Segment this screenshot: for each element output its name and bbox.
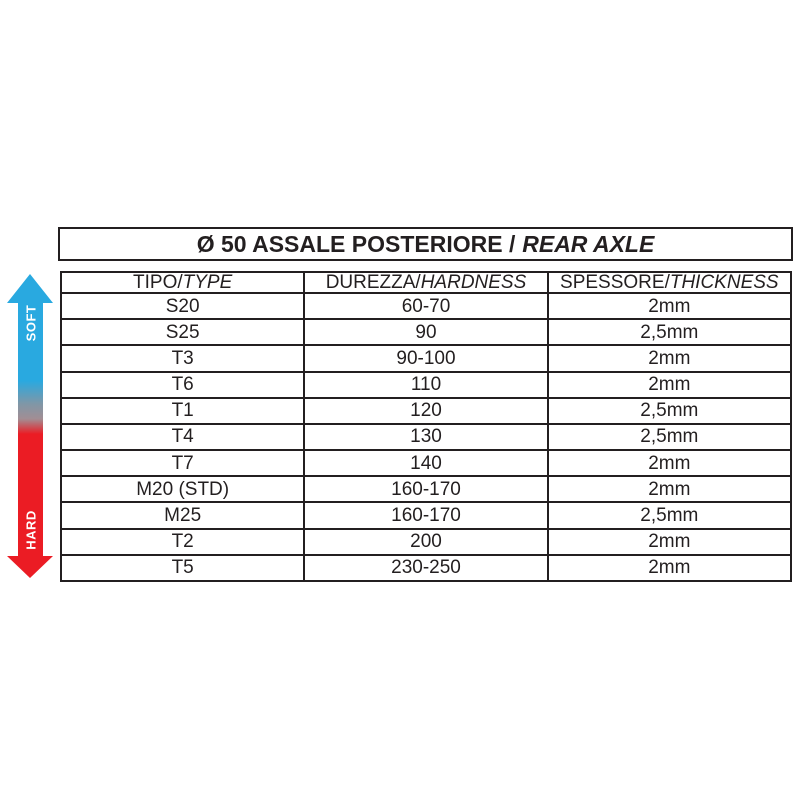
table-row: T2 200 2mm (59, 527, 793, 556)
table-row: T6 110 2mm (59, 370, 793, 399)
table-row: T3 90-100 2mm (59, 344, 793, 373)
table-cell: 120 (303, 396, 549, 425)
table-cell: 130 (303, 422, 549, 452)
table-row: M20 (STD) 160-170 2mm (59, 475, 793, 504)
column-header-main: DUREZZA/ (325, 272, 421, 293)
table-cell: T2 (59, 527, 306, 556)
table-cell: T4 (59, 422, 306, 452)
title-box: Ø 50 ASSALE POSTERIORE / REAR AXLE (58, 227, 793, 261)
table-cell: 140 (303, 449, 549, 478)
column-header-italic: HARDNESS (420, 272, 527, 293)
table-cell: 2,5mm (546, 396, 793, 425)
page-title: Ø 50 ASSALE POSTERIORE / REAR AXLE (197, 231, 655, 258)
column-header-italic: TYPE (182, 272, 233, 293)
column-header-main: SPESSORE/ (560, 272, 670, 293)
arrow-down-icon (7, 556, 53, 578)
table-cell: 2,5mm (546, 318, 793, 347)
table-cell: 2mm (546, 475, 793, 504)
table-cell: M25 (59, 501, 306, 530)
soft-label: SOFT (23, 304, 38, 342)
table-cell: 160-170 (303, 501, 549, 530)
column-header-italic: THICKNESS (669, 272, 779, 293)
table-row: S25 90 2,5mm (59, 318, 793, 347)
table-cell: S25 (59, 318, 306, 347)
table-cell: 200 (303, 527, 549, 556)
table-cell: 2,5mm (546, 501, 793, 530)
table-cell: T6 (59, 370, 306, 399)
table-row: T5 230-250 2mm (59, 553, 793, 583)
table-row: T1 120 2,5mm (59, 396, 793, 425)
table-cell: 230-250 (303, 553, 549, 583)
table-cell: S20 (59, 291, 306, 321)
table-cell: 90 (303, 318, 549, 347)
hard-label: HARD (23, 510, 38, 550)
table-body: S20 60-70 2mm S25 90 2,5mm T3 90-100 2mm T6 110 2mm… (59, 291, 793, 583)
table-cell: T1 (59, 396, 306, 425)
table-row: T7 140 2mm (59, 449, 793, 478)
table-header-row: TIPO/TYPE DUREZZA/HARDNESS SPESSORE/THICKN… (59, 271, 793, 294)
table-cell: 2,5mm (546, 422, 793, 452)
table-cell: T7 (59, 449, 306, 478)
column-header: DUREZZA/HARDNESS (303, 271, 549, 294)
table-cell: T3 (59, 344, 306, 373)
table-row: M25 160-170 2,5mm (59, 501, 793, 530)
axle-table: TIPO/TYPE DUREZZA/HARDNESS SPESSORE/THICKN… (59, 271, 793, 583)
table-head: TIPO/TYPE DUREZZA/HARDNESS SPESSORE/THICKN… (59, 271, 793, 294)
table-cell: 2mm (546, 527, 793, 556)
table-cell: M20 (STD) (59, 475, 306, 504)
hardness-scale-arrow: SOFT HARD (7, 274, 54, 578)
table-cell: 160-170 (303, 475, 549, 504)
column-header: TIPO/TYPE (59, 271, 306, 294)
page-title-main: Ø 50 ASSALE POSTERIORE / (196, 230, 516, 257)
table-cell: T5 (59, 553, 306, 583)
table-cell: 2mm (546, 344, 793, 373)
table-cell: 2mm (546, 291, 793, 321)
hardness-gradient-shaft (18, 302, 43, 556)
table-cell: 110 (303, 370, 549, 399)
table-cell: 90-100 (303, 344, 549, 373)
table-row: T4 130 2,5mm (59, 422, 793, 452)
table-cell: 2mm (546, 553, 793, 583)
table-cell: 60-70 (303, 291, 549, 321)
table-row: S20 60-70 2mm (59, 291, 793, 321)
page-title-italic: REAR AXLE (522, 230, 655, 257)
arrow-up-icon (7, 274, 53, 303)
table-cell: 2mm (546, 449, 793, 478)
column-header-main: TIPO/ (133, 272, 183, 293)
column-header: SPESSORE/THICKNESS (546, 271, 793, 294)
table-cell: 2mm (546, 370, 793, 399)
